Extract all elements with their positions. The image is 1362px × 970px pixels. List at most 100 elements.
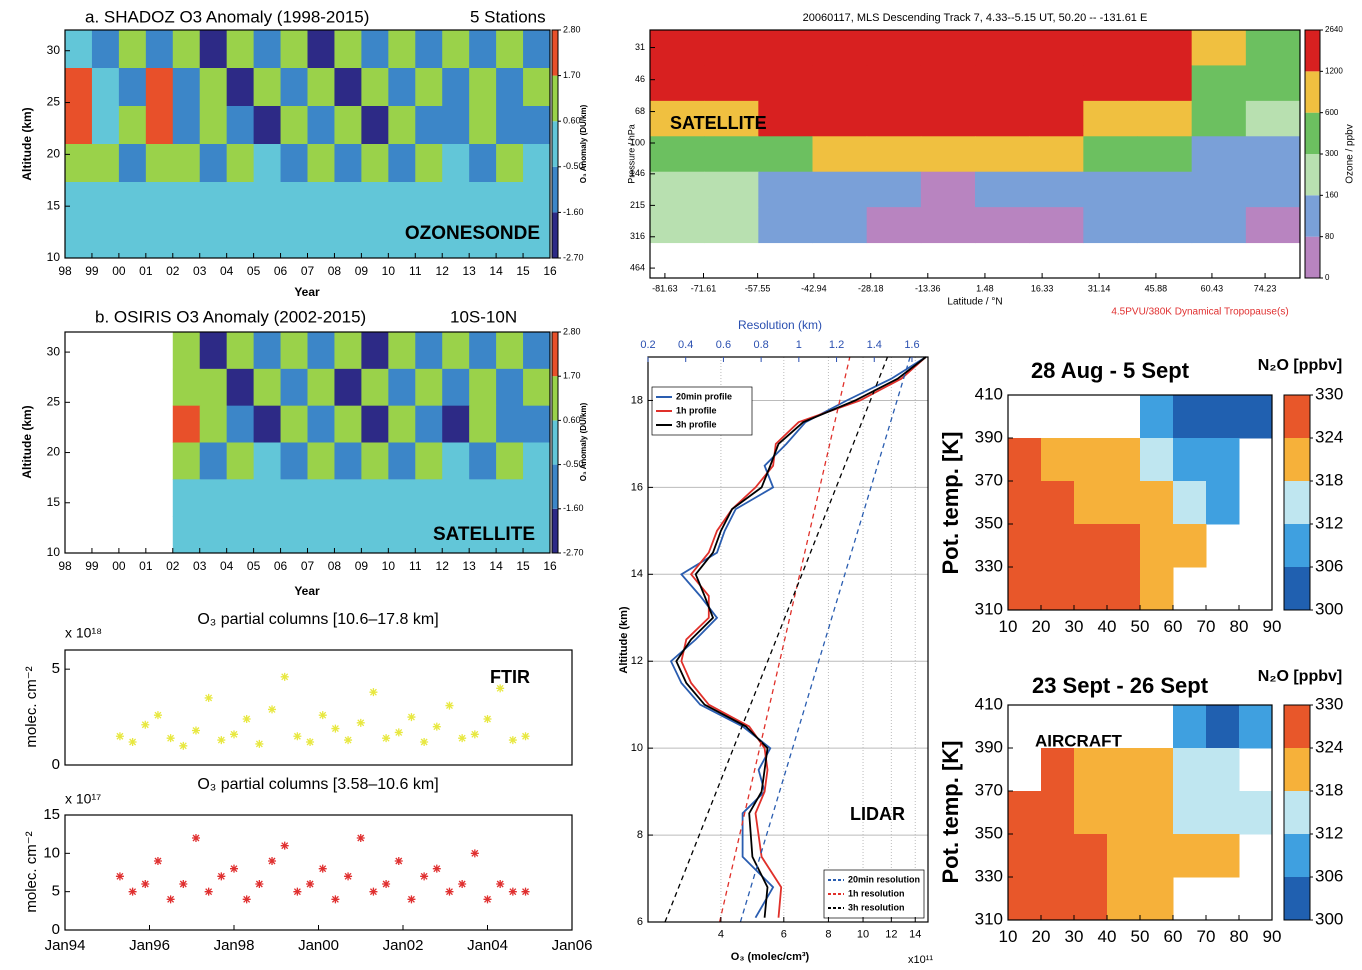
- heatmap-cell: [1107, 438, 1141, 482]
- y-tick-label: 31: [635, 42, 645, 52]
- heatmap-cell: [1074, 524, 1108, 568]
- heatmap-cell: [334, 182, 362, 221]
- colorbar-label: O₃ Anomaly (DU/km): [579, 402, 588, 481]
- x-tick-label: 15: [516, 559, 530, 573]
- colorbar-tick-label: 1.70: [563, 371, 581, 381]
- heatmap-cell: [253, 68, 282, 107]
- x-tick-label: 10: [999, 927, 1018, 946]
- heatmap-cell: [1239, 395, 1273, 439]
- x-tick-label: 1.48: [976, 284, 994, 294]
- x-tick-label: 16: [543, 559, 557, 573]
- heatmap-cell: [496, 144, 524, 183]
- colorbar-segment: [552, 166, 558, 213]
- point: [369, 887, 378, 896]
- heatmap-cell: [1140, 877, 1174, 921]
- colorbar-segment: [552, 30, 558, 76]
- heatmap-cell: [1137, 207, 1193, 244]
- heatmap-cell: [280, 332, 308, 370]
- y-tick-label: 330: [975, 556, 1003, 575]
- heatmap-cell: [388, 182, 416, 221]
- y-tick-label: 30: [47, 43, 61, 57]
- heatmap-cell: [496, 106, 524, 145]
- x-tick-label: -28.18: [858, 284, 884, 294]
- point: [458, 734, 467, 743]
- heatmap-cell: [1206, 705, 1240, 749]
- x2-tick-label: 0.6: [716, 339, 731, 351]
- heatmap-cell: [172, 368, 201, 407]
- heatmap-cell: [388, 144, 416, 183]
- heatmap-cell: [469, 442, 497, 480]
- heatmap-cell: [1245, 136, 1301, 173]
- colorbar-tick-label: 1200: [1325, 66, 1343, 75]
- heatmap-cell: [920, 136, 976, 173]
- heatmap-cell: [172, 106, 201, 145]
- x-tick-label: 40: [1098, 927, 1117, 946]
- colorbar-tick-label: 306: [1315, 556, 1343, 575]
- heatmap-cell: [975, 100, 1030, 137]
- heatmap-cell: [469, 68, 497, 107]
- x-tick-label: -57.55: [745, 284, 771, 294]
- x-tick-label: 10: [382, 264, 396, 278]
- x-tick-label: 04: [220, 559, 234, 573]
- heatmap-cell: [226, 442, 255, 480]
- annotation: LIDAR: [850, 804, 905, 824]
- xlabel: O₃ (molec/cm³): [731, 951, 810, 963]
- heatmap-cell: [388, 368, 416, 407]
- heatmap-cell: [334, 479, 362, 517]
- colorbar-segment: [1284, 524, 1310, 567]
- subtitle: 5 Stations: [470, 7, 546, 26]
- heatmap-cell: [812, 100, 868, 137]
- colorbar-frame: [1283, 394, 1311, 611]
- heatmap-cell: [523, 30, 551, 69]
- heatmap-cell: [415, 106, 443, 145]
- x-tick-label: 08: [328, 559, 342, 573]
- heatmap-cell: [172, 332, 201, 370]
- heatmap-cell: [920, 65, 976, 102]
- heatmap-cell: [442, 479, 470, 517]
- point: [483, 715, 492, 723]
- heatmap-cell: [1245, 171, 1301, 208]
- heatmap-cell: [975, 171, 1030, 208]
- x-tick-label: Jan96: [129, 937, 170, 954]
- heatmap-cell: [172, 68, 201, 107]
- point: [293, 732, 302, 741]
- heatmap-cell: [704, 207, 759, 244]
- heatmap-cell: [496, 442, 524, 480]
- point: [382, 734, 391, 743]
- point: [407, 713, 416, 722]
- heatmap-cell: [1107, 524, 1141, 568]
- heatmap-cell: [812, 65, 868, 102]
- heatmap-cell: [469, 30, 497, 69]
- heatmap-cell: [199, 106, 228, 145]
- y-tick-label: 15: [43, 806, 60, 823]
- heatmap-cell: [496, 405, 524, 443]
- colorbar-label: O₃ Anomaly (DU/km): [579, 104, 588, 183]
- heatmap-cell: [704, 100, 759, 137]
- point: [191, 834, 200, 842]
- heatmap-cell: [199, 182, 228, 221]
- x-tick-label: 05: [247, 264, 261, 278]
- heatmap-cell: [199, 30, 228, 69]
- point: [445, 887, 454, 896]
- heatmap-cell: [307, 68, 335, 107]
- x2-tick-label: 0.8: [753, 339, 768, 351]
- ylabel: Altitude (km): [20, 405, 34, 478]
- point: [166, 734, 175, 743]
- heatmap-cell: [1173, 481, 1207, 525]
- scale-label: x 10¹⁷: [65, 791, 101, 807]
- point: [344, 872, 353, 881]
- heatmap-cell: [1008, 877, 1042, 921]
- heatmap-cell: [1140, 567, 1174, 611]
- x-tick-label: 07: [301, 559, 315, 573]
- colorbar-tick-label: -1.60: [563, 503, 584, 513]
- x-tick-label: 08: [328, 264, 342, 278]
- series-line: [718, 356, 851, 923]
- heatmap-cell: [523, 106, 551, 145]
- heatmap-cell: [920, 207, 976, 244]
- heatmap-cell: [1029, 207, 1084, 244]
- heatmap-cell: [1140, 481, 1174, 525]
- heatmap-cell: [469, 220, 497, 259]
- heatmap-cell: [1074, 438, 1108, 482]
- x-tick-label: 31.14: [1088, 284, 1111, 294]
- ylabel: Pot. temp. [K]: [938, 432, 963, 575]
